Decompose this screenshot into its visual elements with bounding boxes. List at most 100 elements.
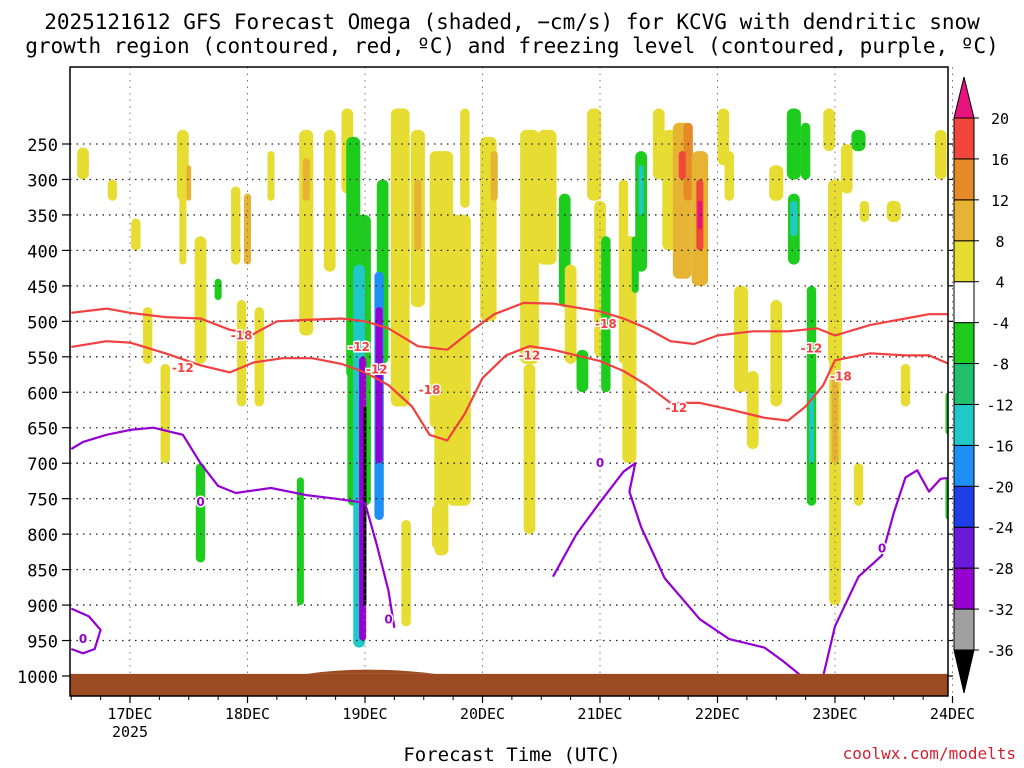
dgz-label-4: -12 bbox=[519, 348, 541, 362]
x-tick-label-23DEC: 23DEC bbox=[812, 705, 857, 723]
omega-cell-7 bbox=[214, 278, 222, 301]
omega-cell-10 bbox=[267, 151, 275, 201]
dgz-label-7: -12 bbox=[801, 341, 823, 355]
source-credit: coolwx.com/modelts bbox=[842, 744, 1016, 763]
dgz-label-6: -12 bbox=[666, 401, 688, 415]
contour-3 bbox=[70, 607, 102, 655]
colorbar-box--4-4 bbox=[953, 281, 975, 324]
colorbar-box-8-12 bbox=[953, 199, 975, 242]
x-tick-label-17DEC: 17DEC bbox=[107, 705, 152, 723]
colorbar-box--32--28 bbox=[953, 567, 975, 610]
colorbar-box--36--32 bbox=[953, 608, 975, 651]
colorbar-label-8: 8 bbox=[995, 233, 1004, 251]
colorbar-label--24: -24 bbox=[986, 519, 1013, 537]
omega-cell-13 bbox=[231, 186, 241, 265]
omega-cell-61 bbox=[746, 370, 759, 450]
omega-cell-79 bbox=[934, 129, 947, 180]
omega-cell-31 bbox=[447, 214, 471, 506]
omega-cell-0 bbox=[77, 147, 89, 180]
colorbar-label--20: -20 bbox=[986, 478, 1013, 496]
chart-title-line-2: growth region (contoured, red, ºC) and f… bbox=[25, 34, 999, 58]
pressure-axis: 250 300 350 400 450 500 550 600 650 700 750 800 850 9… bbox=[17, 136, 953, 688]
omega-cell-73 bbox=[831, 378, 839, 464]
x-tick-label-19DEC: 19DEC bbox=[342, 705, 387, 723]
contour-5 bbox=[822, 469, 948, 674]
colorbar: -36 -32 -28 -24 -20 -16 -12 -8 -4 4 8 12 16 20 bbox=[953, 76, 1014, 694]
omega-shading-layer bbox=[77, 108, 948, 648]
omega-cell-57 bbox=[697, 200, 703, 230]
x-axis-label: Forecast Time (UTC) bbox=[403, 744, 621, 766]
omega-cell-59 bbox=[724, 151, 734, 201]
omega-cell-54 bbox=[678, 151, 686, 180]
omega-cell-36 bbox=[520, 129, 539, 364]
colorbar-label--4: -4 bbox=[991, 315, 1009, 333]
omega-cell-67 bbox=[800, 122, 811, 180]
x-tick-label-18DEC: 18DEC bbox=[225, 705, 270, 723]
colorbar-box-16-20 bbox=[953, 117, 975, 160]
omega-cell-49 bbox=[638, 165, 644, 215]
omega-cell-85 bbox=[431, 505, 440, 549]
omega-cell-74 bbox=[840, 144, 853, 194]
dgz-label-3: -18 bbox=[419, 383, 441, 397]
colorbar-box-12-16 bbox=[953, 158, 975, 201]
freezing-label-3: 0 bbox=[596, 456, 604, 470]
omega-cell-8 bbox=[236, 300, 247, 407]
colorbar-label-20: 20 bbox=[991, 110, 1009, 128]
omega-cell-86 bbox=[186, 165, 192, 201]
omega-cell-63 bbox=[770, 300, 783, 407]
ground-bump bbox=[306, 669, 436, 674]
contour-4 bbox=[552, 462, 801, 674]
y-tick-label-850: 850 bbox=[27, 562, 58, 582]
contour-2 bbox=[70, 426, 396, 628]
colorbar-box--12--8 bbox=[953, 363, 975, 405]
freezing-label-2: 0 bbox=[384, 612, 392, 626]
colorbar-label-16: 16 bbox=[991, 151, 1009, 169]
colorbar-label--32: -32 bbox=[986, 601, 1013, 619]
colorbar-box--8--4 bbox=[953, 322, 975, 365]
omega-cell-41 bbox=[576, 349, 589, 393]
y-tick-label-250: 250 bbox=[27, 136, 58, 156]
omega-cell-40 bbox=[564, 264, 577, 364]
y-tick-label-1000: 1000 bbox=[17, 668, 58, 688]
dgz-label-2: -12 bbox=[366, 363, 388, 377]
x-year-label: 2025 bbox=[112, 723, 148, 741]
y-tick-label-700: 700 bbox=[27, 455, 58, 475]
y-tick-label-900: 900 bbox=[27, 597, 58, 617]
colorbar-box-4-8 bbox=[953, 240, 975, 283]
colorbar-box--28--24 bbox=[953, 526, 975, 569]
omega-cell-14 bbox=[243, 193, 252, 265]
dgz-label-0: -18 bbox=[231, 329, 253, 343]
x-tick-label-21DEC: 21DEC bbox=[577, 705, 622, 723]
omega-cell-83 bbox=[296, 477, 304, 606]
omega-cell-53 bbox=[683, 122, 693, 201]
freezing-label-0: 0 bbox=[196, 495, 204, 509]
omega-cell-16 bbox=[302, 158, 310, 201]
colorbar-label--12: -12 bbox=[986, 396, 1013, 414]
y-tick-label-600: 600 bbox=[27, 384, 58, 404]
colorbar-min-arrow bbox=[953, 649, 975, 694]
dgz-label-8: -18 bbox=[830, 370, 852, 384]
omega-cell-70 bbox=[823, 108, 835, 152]
omega-cell-5 bbox=[179, 179, 187, 265]
omega-cell-60 bbox=[733, 285, 749, 393]
colorbar-label--36: -36 bbox=[986, 642, 1013, 660]
omega-cell-46 bbox=[622, 236, 637, 464]
dgz-label-5: -18 bbox=[595, 317, 617, 331]
omega-cell-11 bbox=[195, 463, 206, 563]
contour-1 bbox=[71, 340, 948, 442]
omega-cell-82 bbox=[853, 463, 864, 506]
omega-cell-76 bbox=[859, 200, 870, 223]
contour-lines bbox=[70, 301, 948, 674]
colorbar-label-4: 4 bbox=[995, 274, 1004, 292]
y-tick-label-300: 300 bbox=[27, 171, 58, 191]
omega-cell-62 bbox=[769, 165, 784, 201]
colorbar-max-arrow bbox=[953, 76, 975, 119]
omega-cell-1 bbox=[107, 179, 118, 201]
grid-lines bbox=[70, 67, 953, 696]
plot-frame bbox=[69, 66, 949, 697]
omega-cell-2 bbox=[131, 218, 141, 251]
freezing-label-1: 0 bbox=[79, 632, 87, 646]
colorbar-label-12: 12 bbox=[991, 192, 1009, 210]
ground-terrain bbox=[70, 673, 948, 696]
